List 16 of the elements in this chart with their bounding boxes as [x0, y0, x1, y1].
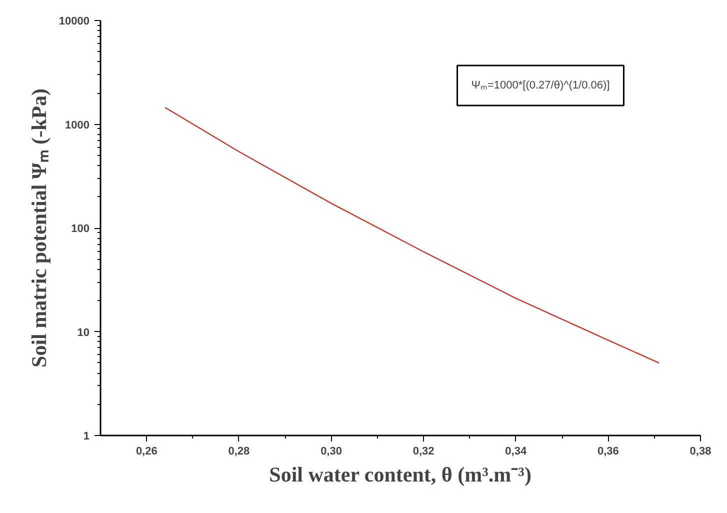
line-series — [164, 106, 660, 364]
x-tick-label: 0,30 — [320, 446, 342, 458]
x-tick-label: 0,26 — [136, 446, 158, 458]
y-tick-label: 100 — [71, 223, 90, 235]
y-tick-label: 10000 — [58, 16, 90, 28]
y-tick-label: 1 — [83, 430, 90, 442]
x-tick-label: 0,32 — [412, 446, 434, 458]
y-tick-label: 10 — [77, 326, 90, 339]
x-tick-label: 0,34 — [505, 446, 528, 458]
x-tick-label: 0,28 — [228, 446, 250, 458]
x-tick-label: 0,38 — [690, 446, 712, 458]
annotation: Ψₘ=1000*[(0.27/θ)^(1/0.06)] — [471, 80, 610, 92]
x-axis-title: Soil water content, θ (m³.m⁻³) — [269, 462, 532, 486]
y-tick-label: 1000 — [65, 119, 90, 132]
y-axis-title: Soil matric potential Ψₘ (-kPa) — [26, 88, 51, 368]
x-tick-label: 0,36 — [597, 446, 619, 458]
